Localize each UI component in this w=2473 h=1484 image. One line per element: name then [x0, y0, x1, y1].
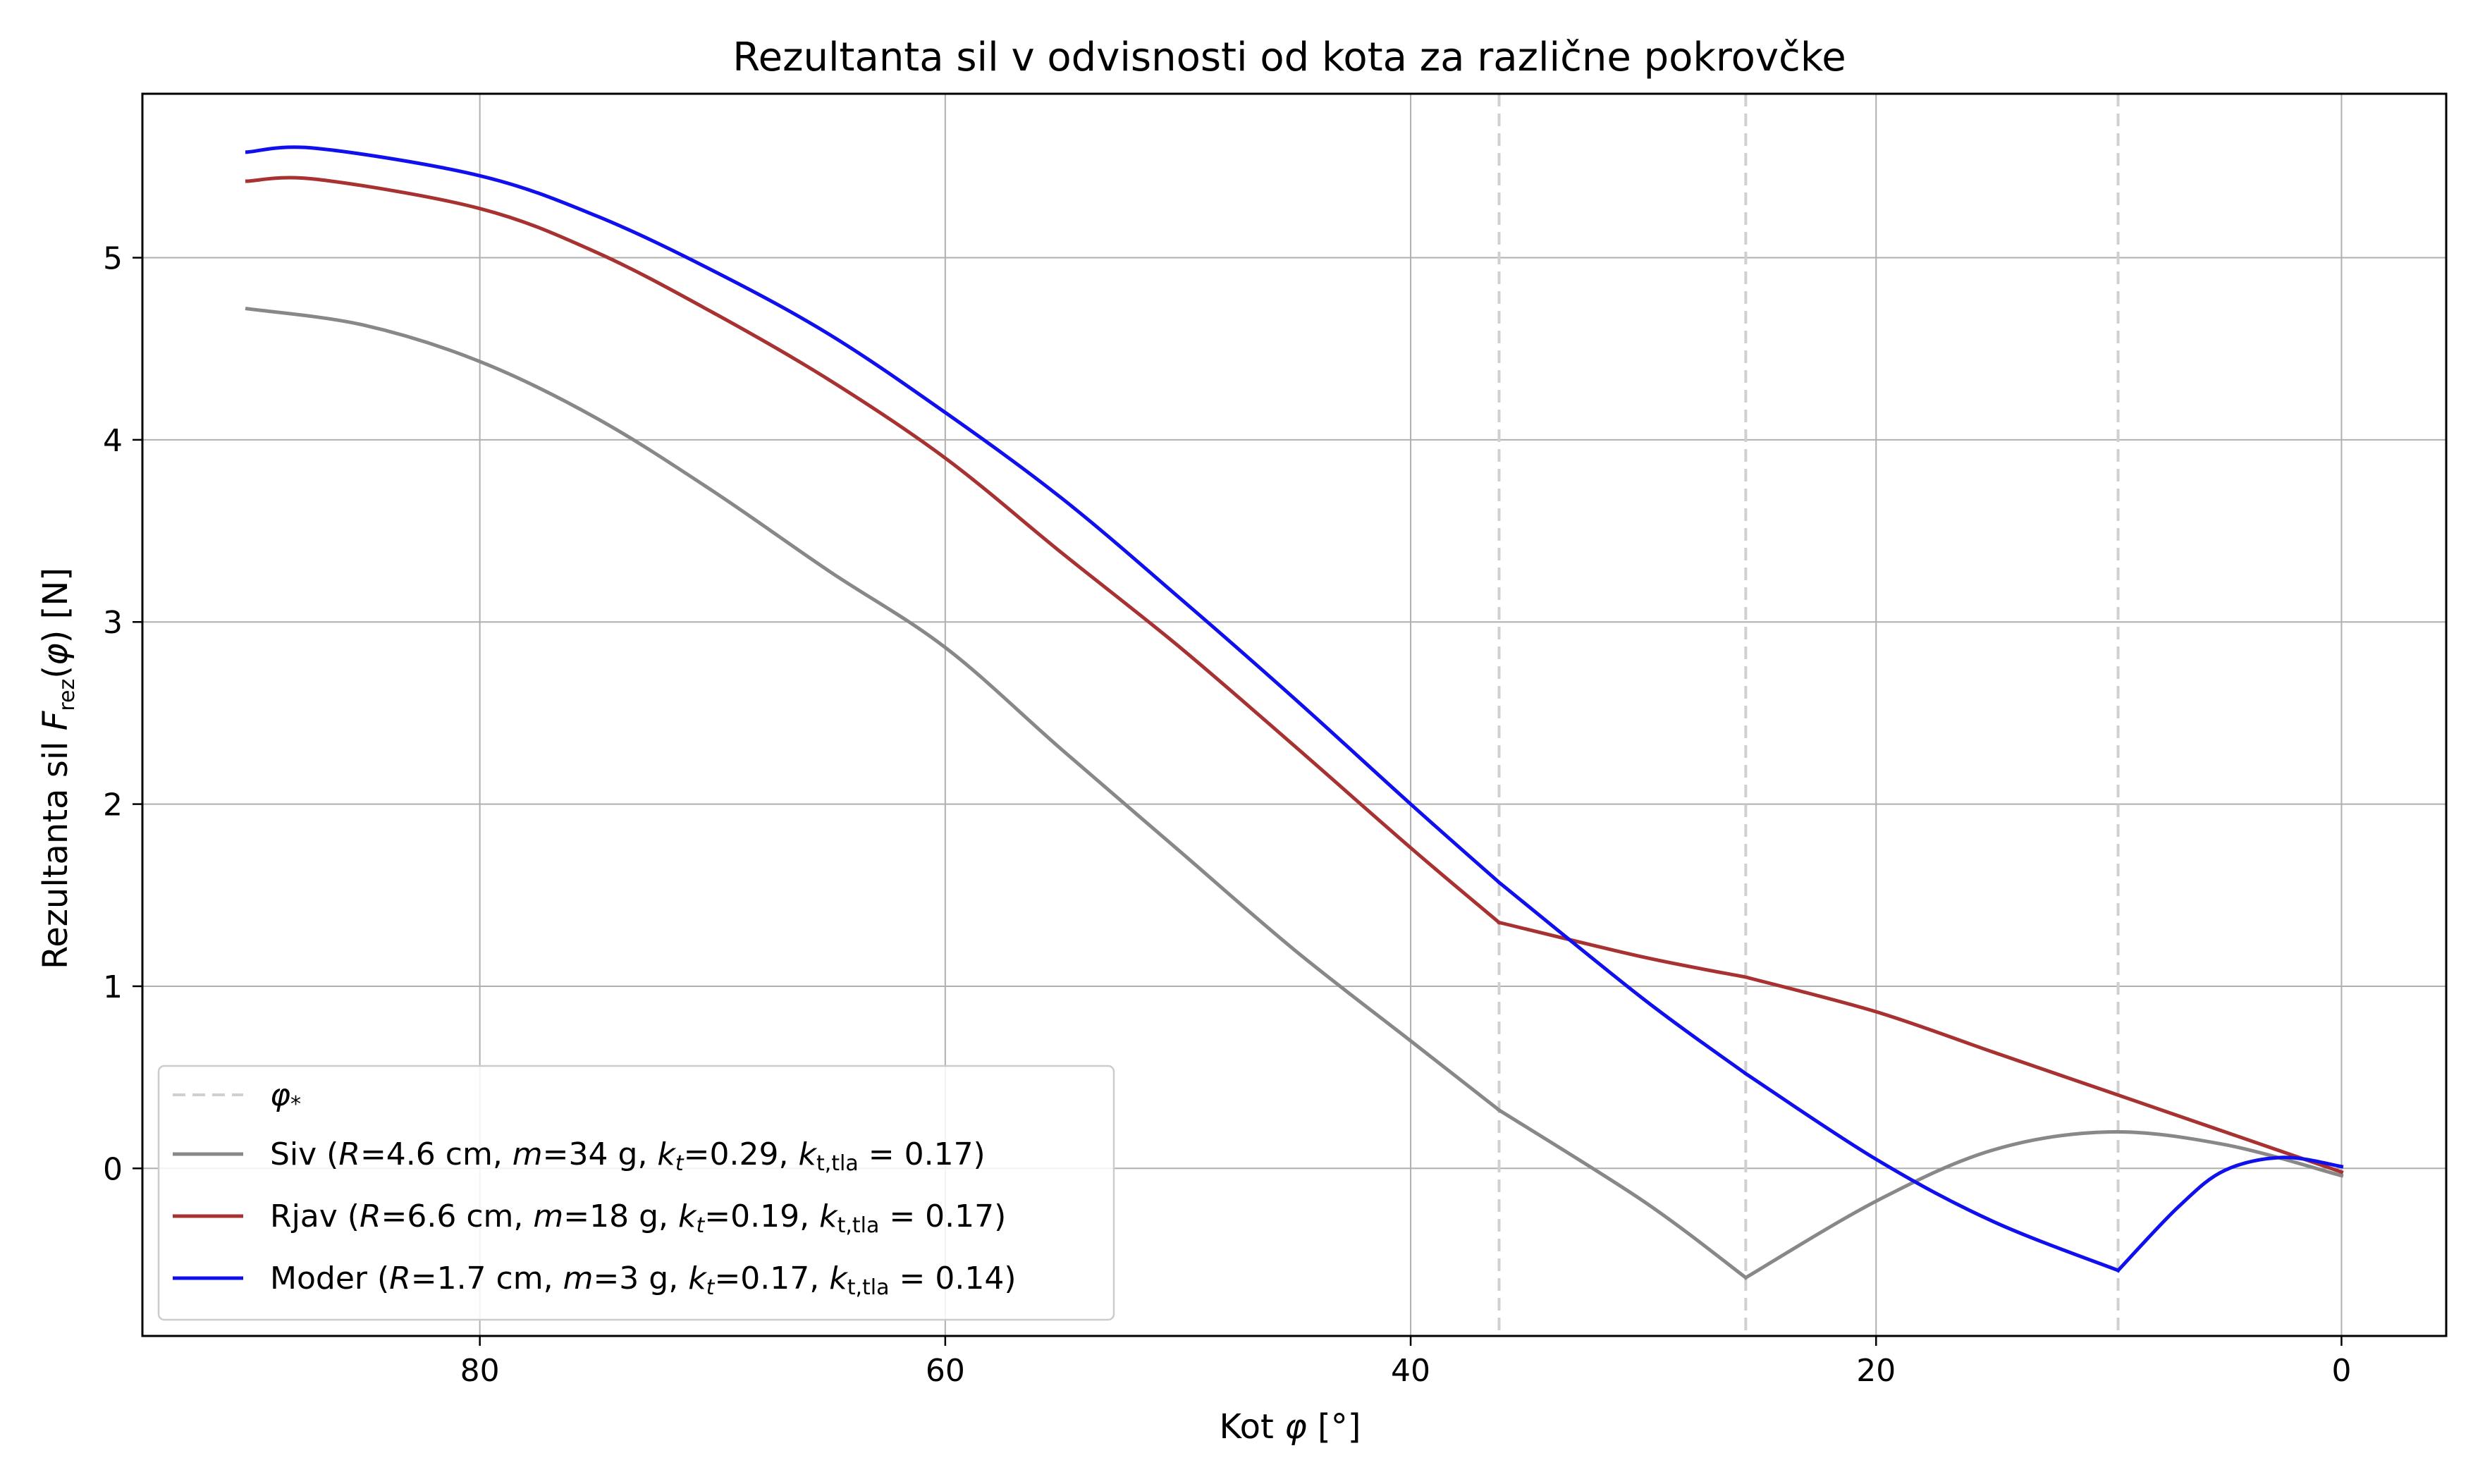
- legend-subscript: t: [675, 1151, 685, 1176]
- series-line-2: [245, 145, 2344, 1273]
- legend-text-part: Moder (: [270, 1261, 389, 1296]
- y-tick-label: 1: [103, 969, 123, 1005]
- legend-text-part: = 0.17): [859, 1136, 986, 1172]
- y-axis-label: Rezultanta sil Frez(φ) [N]: [36, 568, 80, 969]
- y-axis-label-arg: φ: [36, 643, 75, 666]
- legend-text-part: k: [819, 1198, 838, 1234]
- legend-text-part: =6.6 cm,: [381, 1198, 534, 1234]
- legend-text-part: =4.6 cm,: [360, 1136, 513, 1172]
- legend: φ*Siv (R=4.6 cm, m=34 g, kt=0.29, kt,tla…: [157, 1065, 1115, 1321]
- y-tick-label: 4: [103, 423, 123, 459]
- plot-frame: [141, 92, 2448, 1337]
- legend-text-part: =0.19,: [704, 1198, 819, 1234]
- legend-text-part: k: [688, 1261, 707, 1296]
- legend-subscript: t,tla: [847, 1275, 890, 1300]
- series-line-0: [245, 307, 2344, 1280]
- x-tick-label: 40: [1391, 1353, 1430, 1389]
- legend-subscript: t: [697, 1213, 706, 1238]
- legend-text-part: R: [360, 1198, 381, 1234]
- y-axis-label-symbol: F: [36, 710, 75, 730]
- legend-text-part: = 0.17): [879, 1198, 1006, 1234]
- legend-text-part: =0.17,: [714, 1261, 829, 1296]
- legend-text-part: Siv (: [270, 1136, 338, 1172]
- legend-text-part: k: [829, 1261, 848, 1296]
- legend-label-2: Moder (R=1.7 cm, m=3 g, kt=0.17, kt,tla …: [270, 1261, 1017, 1300]
- phi-star-lines: [1497, 94, 2120, 1336]
- legend-label-phi: φ*: [270, 1077, 301, 1117]
- y-axis-label-paren: (: [36, 666, 75, 679]
- x-tick-label: 60: [926, 1353, 965, 1389]
- legend-label-0: Siv (R=4.6 cm, m=34 g, kt=0.29, kt,tla =…: [270, 1136, 986, 1176]
- y-tick-label: 5: [103, 241, 123, 277]
- legend-text-part: m: [533, 1198, 563, 1234]
- legend-text-part: k: [678, 1198, 697, 1234]
- x-axis-label-symbol: φ: [1284, 1407, 1307, 1447]
- legend-subscript: t,tla: [816, 1151, 859, 1176]
- legend-text-part: R: [389, 1261, 411, 1296]
- series-lines: [245, 145, 2344, 1280]
- x-axis-label-unit: [°]: [1307, 1407, 1361, 1447]
- legend-label-1: Rjav (R=6.6 cm, m=18 g, kt=0.19, kt,tla …: [270, 1198, 1006, 1238]
- legend-text-part: m: [563, 1261, 594, 1296]
- legend-text-part: =0.29,: [684, 1136, 799, 1172]
- legend-text-part: Rjav (: [270, 1198, 360, 1234]
- legend-subscript: t: [706, 1275, 716, 1300]
- x-axis-ticks: 80 60 40 20 0: [460, 1336, 2351, 1389]
- x-tick-label: 20: [1856, 1353, 1896, 1389]
- x-axis-label: Kot φ [°]: [1220, 1407, 1361, 1447]
- legend-text-part: k: [798, 1136, 817, 1172]
- y-tick-label: 0: [103, 1151, 123, 1187]
- legend-text-part: m: [513, 1136, 543, 1172]
- y-tick-label: 3: [103, 605, 123, 641]
- legend-text-part: = 0.14): [890, 1261, 1017, 1296]
- legend-text-part: =3 g,: [593, 1261, 688, 1296]
- x-tick-label: 80: [460, 1353, 500, 1389]
- legend-text-part: =34 g,: [543, 1136, 658, 1172]
- legend-subscript: t,tla: [837, 1213, 880, 1238]
- y-axis-label-subscript: rez: [55, 679, 80, 711]
- x-tick-label: 0: [2331, 1353, 2351, 1389]
- legend-phi-subscript: *: [290, 1092, 301, 1117]
- legend-box: [157, 1065, 1115, 1321]
- chart-title: Rezultanta sil v odvisnosti od kota za r…: [732, 35, 1846, 80]
- grid: [142, 94, 2446, 1336]
- y-axis-label-unit: ) [N]: [36, 568, 75, 643]
- legend-text-part: R: [338, 1136, 360, 1172]
- x-axis-label-text: Kot: [1220, 1407, 1285, 1447]
- series-line-1: [245, 176, 2344, 1175]
- legend-text-part: k: [657, 1136, 676, 1172]
- y-axis-label-text: Rezultanta sil: [36, 730, 75, 969]
- y-axis-ticks: 0 1 2 3 4 5: [103, 241, 142, 1187]
- legend-phi-symbol: φ: [270, 1077, 290, 1113]
- legend-text-part: =1.7 cm,: [411, 1261, 563, 1296]
- y-tick-label: 2: [103, 787, 123, 823]
- legend-text-part: =18 g,: [563, 1198, 678, 1234]
